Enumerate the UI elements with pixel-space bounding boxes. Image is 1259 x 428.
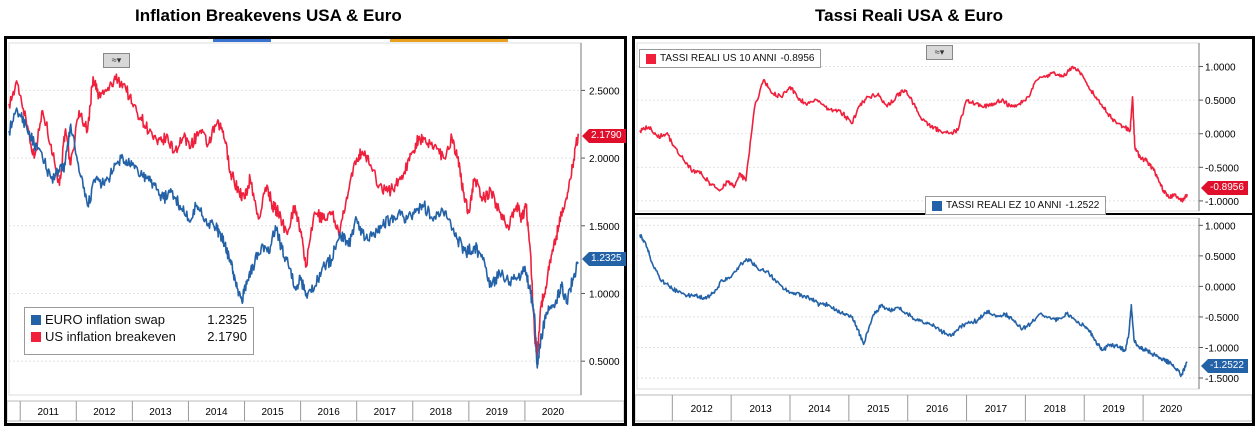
legend-swatch: [932, 200, 942, 211]
x-tick-label: 2011: [37, 407, 59, 418]
top-scroll-indicator: [390, 39, 508, 42]
x-tick-label: 2017: [374, 407, 397, 418]
last-value-tag-us: 2.1790: [582, 129, 626, 143]
x-tick-label: 2020: [542, 407, 565, 418]
legend-entry-euro: EURO inflation swap 1.2325: [31, 311, 247, 328]
inflation-legend: EURO inflation swap 1.2325 US inflation …: [24, 307, 254, 355]
us-real-rate-legend: TASSI REALI US 10 ANNI -0.8956: [639, 49, 822, 68]
legend-label: TASSI REALI US 10 ANNI: [660, 53, 777, 64]
y-tick-label: 1.0000: [1205, 221, 1236, 232]
x-tick-label: 2012: [691, 404, 714, 415]
real-rates-chart-panel: 1.0000 0.5000 0.0000 -0.5000 -1.0000 1.0000 0.…: [632, 36, 1255, 426]
y-tick-label: 2.0000: [589, 154, 620, 165]
y-tick-label: -1.0000: [1205, 197, 1239, 208]
legend-value: -0.8956: [780, 53, 815, 64]
top-scroll-indicator: [213, 39, 271, 42]
x-tick-label: 2012: [93, 407, 116, 418]
real-rates-chart-svg: 1.0000 0.5000 0.0000 -0.5000 -1.0000 1.0000 0.…: [635, 42, 1252, 422]
y-tick-label: -0.5000: [1205, 313, 1239, 324]
y-tick-label: 0.5000: [1205, 252, 1236, 263]
last-value-tag-us: -0.8956: [1201, 181, 1248, 195]
x-tick-label: 2016: [926, 404, 949, 415]
line-chart-icon: ≈▾: [934, 47, 945, 57]
chart-type-button[interactable]: ≈▾: [926, 45, 953, 60]
legend-value: 2.1790: [207, 329, 247, 344]
y-tick-label: 1.5000: [589, 222, 620, 233]
last-value-tag-euro: 1.2325: [582, 252, 626, 266]
x-tick-label: 2018: [430, 407, 453, 418]
legend-swatch: [31, 331, 41, 342]
last-value-tag-ez: -1.2522: [1201, 359, 1248, 373]
x-tick-label: 2014: [205, 407, 228, 418]
plot-area: [636, 42, 1200, 212]
x-tick-label: 2018: [1044, 404, 1067, 415]
legend-entry-us: US inflation breakeven 2.1790: [31, 328, 247, 345]
x-tick-label: 2017: [985, 404, 1008, 415]
y-tick-label: 1.0000: [589, 289, 620, 300]
plot-area: [636, 217, 1200, 390]
y-tick-label: -1.0000: [1205, 343, 1239, 354]
y-tick-label: 2.5000: [589, 86, 620, 97]
x-tick-label: 2015: [261, 407, 284, 418]
legend-value: 1.2325: [207, 312, 247, 327]
inflation-chart-svg: 0.5000 1.0000 1.5000 2.0000 2.5000 2011 2012 20…: [7, 42, 624, 422]
y-tick-label: -1.5000: [1205, 374, 1239, 385]
x-tick-label: 2019: [486, 407, 509, 418]
ez-real-rate-legend: TASSI REALI EZ 10 ANNI -1.2522: [925, 196, 1107, 215]
x-tick-label: 2019: [1103, 404, 1126, 415]
x-tick-label: 2014: [808, 404, 831, 415]
chart-type-button[interactable]: ≈▾: [103, 53, 130, 68]
x-tick-label: 2013: [149, 407, 172, 418]
series-line-us: [639, 65, 1188, 203]
x-tick-label: 2016: [318, 407, 341, 418]
legend-label: EURO inflation swap: [45, 312, 165, 327]
series-line-euro: [8, 107, 579, 369]
y-tick-label: 1.0000: [1205, 63, 1236, 74]
x-axis-band: [635, 394, 1252, 422]
x-tick-label: 2020: [1160, 404, 1183, 415]
x-tick-label: 2013: [749, 404, 772, 415]
left-chart-title: Inflation Breakevens USA & Euro: [135, 6, 402, 25]
line-chart-icon: ≈▾: [111, 55, 122, 65]
legend-swatch: [31, 314, 41, 325]
legend-swatch: [646, 53, 656, 64]
series-line-ez: [639, 233, 1188, 378]
right-chart-title: Tassi Reali USA & Euro: [815, 6, 1003, 25]
y-tick-label: 0.5000: [589, 357, 620, 368]
y-tick-label: 0.0000: [1205, 130, 1236, 141]
legend-label: US inflation breakeven: [45, 329, 176, 344]
series-line-us: [8, 73, 579, 357]
legend-value: -1.2522: [1065, 200, 1100, 211]
legend-label: TASSI REALI EZ 10 ANNI: [946, 200, 1062, 211]
y-tick-label: -0.5000: [1205, 163, 1239, 174]
x-tick-label: 2015: [867, 404, 890, 415]
x-axis-band: [7, 400, 624, 422]
inflation-chart-panel: 0.5000 1.0000 1.5000 2.0000 2.5000 2011 2012 20…: [4, 36, 627, 426]
y-tick-label: 0.0000: [1205, 282, 1236, 293]
y-tick-label: 0.5000: [1205, 96, 1236, 107]
